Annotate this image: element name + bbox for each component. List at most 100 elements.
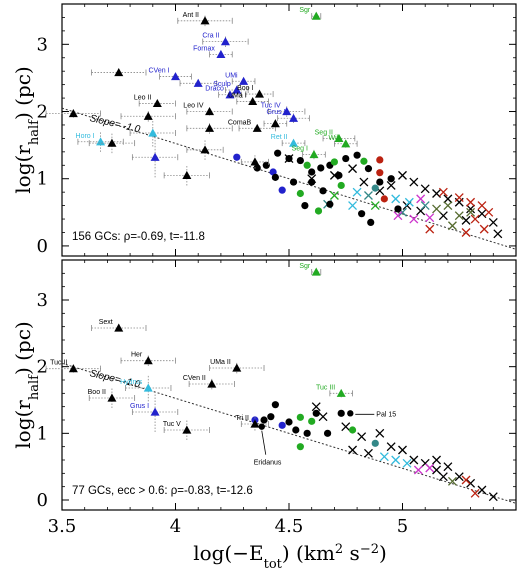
dwarf-label: Ant II xyxy=(183,12,199,19)
gc-cross-marker xyxy=(447,221,457,231)
gc-cross-marker xyxy=(461,228,471,237)
gc-cross-marker xyxy=(348,445,358,455)
cross-stroke xyxy=(348,164,358,174)
cross-stroke xyxy=(409,214,419,224)
gc-cross-marker xyxy=(466,197,476,207)
gc-cross-marker xyxy=(443,462,453,472)
gc-cross-marker xyxy=(413,465,423,475)
gc-cross-marker xyxy=(386,442,396,452)
gc-cross-marker xyxy=(318,412,328,422)
dwarf-triangle-marker xyxy=(289,113,299,122)
cross-stroke xyxy=(454,472,464,482)
callout-marker xyxy=(347,410,354,417)
gc-cross-marker xyxy=(493,229,503,239)
cross-stroke xyxy=(393,211,403,221)
cross-stroke xyxy=(348,201,358,211)
dwarf-label: Boo II xyxy=(88,389,106,396)
gc-circle-marker xyxy=(308,168,316,176)
fit-line xyxy=(61,362,517,504)
gc-circle-marker xyxy=(358,210,366,218)
stats-annotation: 156 GCs: ρ=-0.69, t=-11.8 xyxy=(72,231,205,243)
cross-stroke xyxy=(398,207,407,217)
gc-cross-marker xyxy=(477,201,487,211)
cross-stroke xyxy=(416,194,426,204)
gc-cross-marker xyxy=(432,455,442,465)
gc-circle-marker xyxy=(323,429,332,437)
gc-cross-marker xyxy=(466,478,476,488)
dwarf-label: Cra II xyxy=(202,33,219,40)
gc-circle-marker xyxy=(371,184,379,192)
dwarf-triangle-marker xyxy=(311,267,321,276)
gc-cross-marker xyxy=(391,194,401,204)
y-axis-title: log(rhalf) (pc) xyxy=(11,321,42,448)
gc-circle-marker xyxy=(278,421,286,429)
dwarf-triangle-marker xyxy=(289,138,299,147)
cross-stroke xyxy=(470,214,480,224)
cross-stroke xyxy=(420,184,430,194)
cross-stroke xyxy=(477,201,487,211)
dwarf-triangle-marker xyxy=(220,37,230,46)
dwarf-triangle-marker xyxy=(143,383,153,392)
x-title-part: log(−E xyxy=(193,541,263,565)
gc-cross-marker xyxy=(416,194,426,204)
cross-stroke xyxy=(454,193,464,202)
dwarf-triangle-marker xyxy=(250,419,260,428)
dwarf-triangle-marker xyxy=(150,152,160,161)
cross-stroke xyxy=(379,452,389,462)
gc-circle-marker xyxy=(292,426,300,434)
gc-cross-marker xyxy=(352,187,362,197)
dwarf-triangle-marker xyxy=(150,407,160,416)
gc-circle-marker xyxy=(312,409,320,417)
gc-circle-marker xyxy=(314,207,323,215)
dwarf-triangle-marker xyxy=(114,323,124,332)
cross-stroke xyxy=(341,422,351,432)
dwarf-triangle-marker xyxy=(148,128,158,137)
x-title-part: −2 xyxy=(360,542,379,557)
cross-stroke xyxy=(398,170,407,180)
dwarf-triangle-marker xyxy=(341,139,351,148)
y-title-subscript: half xyxy=(27,374,42,400)
gc-circle-marker xyxy=(308,178,316,186)
y-tick-label: 2 xyxy=(37,102,48,123)
dwarf-triangle-marker xyxy=(207,379,217,388)
gc-circle-marker xyxy=(296,189,304,198)
x-title-part: ) (km xyxy=(282,541,335,565)
cross-stroke xyxy=(484,207,494,217)
gc-cross-marker xyxy=(454,472,464,482)
cross-stroke xyxy=(493,229,503,239)
cross-stroke xyxy=(311,402,321,412)
dwarf-triangle-marker xyxy=(232,85,242,94)
gc-circle-marker xyxy=(367,218,375,226)
y-title-part: log(r xyxy=(11,145,35,194)
dwarf-label: Tuc III xyxy=(316,384,335,391)
gc-cross-marker xyxy=(488,217,498,227)
cross-stroke xyxy=(420,458,430,468)
cross-stroke xyxy=(409,455,419,465)
y-title-part: log(r xyxy=(11,400,35,449)
cross-stroke xyxy=(357,432,367,442)
gc-cross-marker xyxy=(466,204,476,214)
cross-stroke xyxy=(432,465,442,475)
gc-circle-marker xyxy=(360,157,368,165)
dwarf-label: Leo II xyxy=(134,94,152,101)
dwarf-triangle-marker xyxy=(205,107,215,116)
cross-stroke xyxy=(425,224,435,234)
dwarf-triangle-marker xyxy=(336,388,346,397)
gc-cross-marker xyxy=(363,448,373,458)
cross-stroke xyxy=(432,455,442,465)
cross-stroke xyxy=(329,191,339,200)
y-tick-label: 3 xyxy=(37,290,48,311)
dwarf-triangle-marker xyxy=(143,356,153,365)
gc-cross-marker xyxy=(432,189,442,198)
gc-cross-marker xyxy=(461,215,471,225)
cross-stroke xyxy=(359,177,369,187)
cross-stroke xyxy=(477,209,487,219)
callout-label: Pal 15 xyxy=(376,411,396,418)
dwarf-label: Grus II xyxy=(267,109,288,116)
y-title-part: ) (pc) xyxy=(11,66,35,120)
dwarf-triangle-marker xyxy=(182,170,192,179)
cross-stroke xyxy=(391,455,401,465)
gc-cross-marker xyxy=(379,452,389,462)
gc-circle-marker xyxy=(296,156,304,165)
cross-stroke xyxy=(447,221,457,231)
